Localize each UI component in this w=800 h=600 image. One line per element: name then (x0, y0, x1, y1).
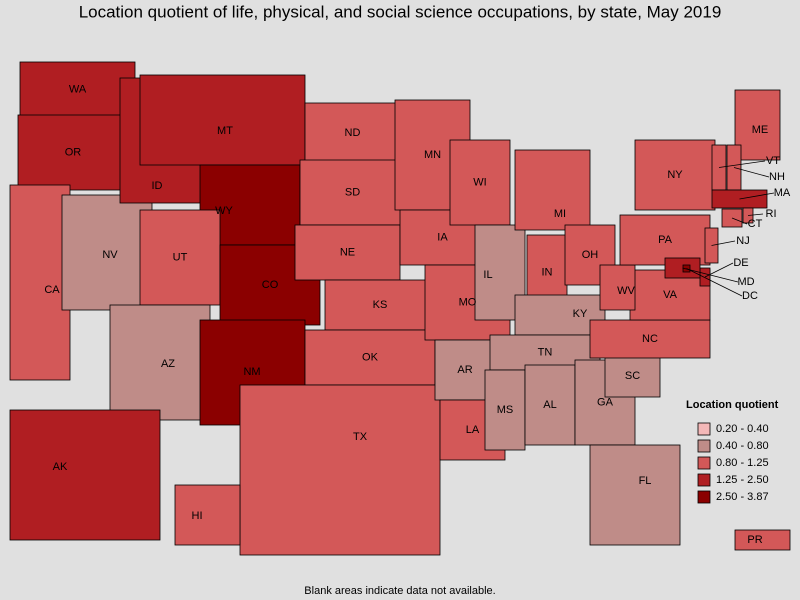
leader-line (711, 240, 736, 246)
state-label: WI (473, 176, 486, 188)
state-label: FL (639, 475, 652, 487)
state-shape (589, 319, 711, 359)
state-shape (17, 114, 129, 191)
state-label: MO (459, 296, 477, 308)
state-label: GA (597, 396, 614, 408)
state-label: VA (663, 289, 678, 301)
state-shape (9, 409, 161, 541)
state-shape (324, 279, 436, 331)
state-shape (139, 209, 221, 306)
state-shape (294, 224, 401, 281)
state-shape (174, 484, 241, 546)
state-label: DC (742, 290, 758, 302)
state-label: RI (766, 208, 777, 220)
state-label: MA (774, 187, 791, 199)
state-shape (139, 74, 306, 166)
state-label: IA (437, 231, 448, 243)
state-label: CA (44, 284, 60, 296)
leader-line (731, 217, 748, 225)
state-label: AK (53, 461, 68, 473)
state-label: WV (617, 285, 635, 297)
state-shape (514, 149, 591, 231)
state-shape (19, 61, 136, 118)
state-label: SD (345, 186, 360, 198)
state-label: MD (737, 276, 754, 288)
legend-label: 0.40 - 0.80 (716, 440, 769, 452)
legend-title: Location quotient (686, 399, 779, 411)
leader-line (739, 192, 775, 200)
state-label: AR (457, 364, 472, 376)
state-shape (734, 89, 781, 161)
state-label: AL (543, 399, 556, 411)
state-shape (61, 194, 153, 311)
state-label: VT (766, 155, 780, 167)
state-label: ND (345, 127, 361, 139)
state-label: CO (262, 279, 279, 291)
state-label: PR (747, 534, 762, 546)
state-label: WY (215, 205, 233, 217)
state-label: DE (733, 257, 748, 269)
state-label: MI (554, 208, 566, 220)
legend-swatch (697, 490, 711, 504)
state-label: OH (582, 249, 599, 261)
state-label: IL (483, 269, 492, 281)
state-label: NC (642, 333, 658, 345)
state-shape (589, 444, 681, 546)
state-shape (734, 529, 791, 551)
state-label: UT (173, 251, 188, 263)
state-shape (239, 384, 441, 556)
state-label: CT (748, 218, 763, 230)
legend-label: 0.20 - 0.40 (716, 423, 769, 435)
state-shape (304, 329, 436, 386)
state-label: WA (69, 83, 87, 95)
state-shape (604, 354, 661, 398)
state-label: KY (573, 308, 588, 320)
leader-line (686, 268, 743, 297)
legend-swatch (697, 456, 711, 470)
state-shape (9, 184, 71, 381)
footnote: Blank areas indicate data not available. (304, 585, 495, 597)
legend-swatch (697, 422, 711, 436)
state-label: TN (538, 346, 553, 358)
state-label: NM (243, 366, 260, 378)
state-label: AZ (161, 358, 175, 370)
leader-line (682, 267, 739, 283)
state-label: MN (424, 149, 441, 161)
state-label: LA (466, 424, 480, 436)
leader-line (733, 167, 770, 178)
leader-line (718, 160, 766, 168)
state-label: NY (667, 169, 683, 181)
state-label: ME (752, 124, 769, 136)
state-label: SC (625, 370, 640, 382)
state-shape (304, 102, 401, 164)
state-label: NJ (736, 235, 749, 247)
state-label: IN (542, 266, 553, 278)
state-label: ID (152, 180, 163, 192)
state-label: NH (769, 171, 785, 183)
legend-swatch (697, 439, 711, 453)
state-label: NV (102, 249, 118, 261)
state-label: OK (362, 351, 379, 363)
state-label: MT (217, 125, 233, 137)
state-label: TX (353, 431, 368, 443)
legend-label: 1.25 - 2.50 (716, 474, 769, 486)
legend-label: 0.80 - 1.25 (716, 457, 769, 469)
legend-label: 2.50 - 3.87 (716, 491, 769, 503)
state-shape (599, 264, 636, 311)
state-label: MS (497, 404, 514, 416)
state-shape (634, 139, 716, 211)
state-shape (449, 139, 511, 226)
state-label: NE (340, 246, 355, 258)
state-label: KS (373, 299, 388, 311)
state-label: PA (658, 234, 673, 246)
map-title: Location quotient of life, physical, and… (79, 2, 722, 21)
legend-swatch (697, 473, 711, 487)
leader-line (747, 213, 764, 216)
state-label: OR (65, 146, 82, 158)
state-label: HI (192, 510, 203, 522)
state-shape (524, 364, 576, 446)
